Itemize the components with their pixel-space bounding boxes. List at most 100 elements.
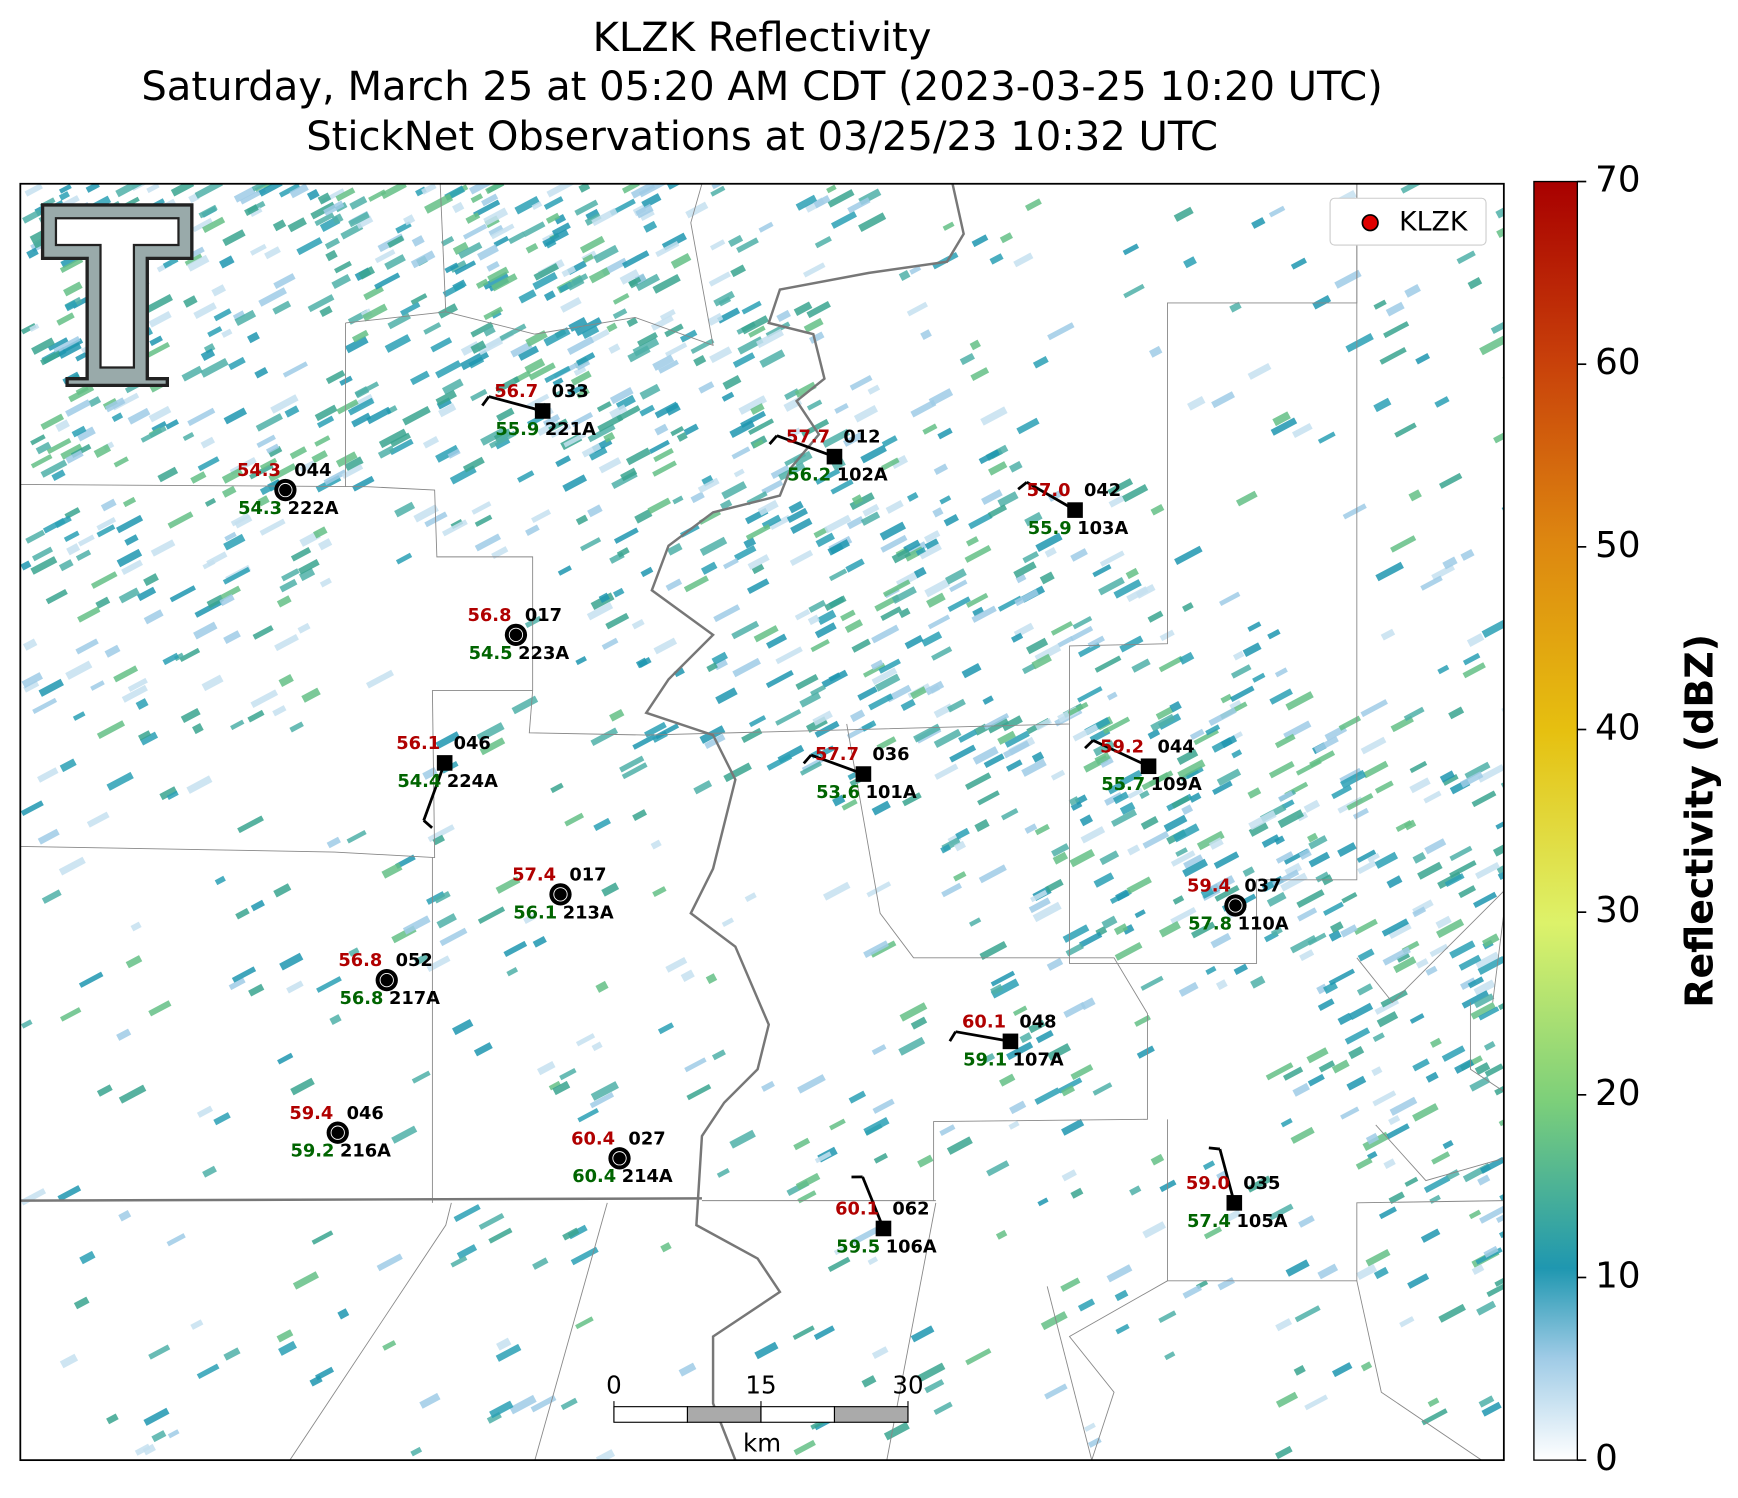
- echo: [1229, 699, 1243, 711]
- echo: [1420, 575, 1443, 591]
- echo: [1296, 889, 1325, 909]
- echo: [812, 710, 833, 726]
- echo: [719, 499, 733, 510]
- echo: [470, 388, 488, 402]
- echo: [495, 376, 520, 393]
- temperature: 60.1: [962, 1011, 1006, 1032]
- echo: [273, 273, 296, 290]
- echo: [882, 579, 911, 598]
- echo: [1139, 790, 1150, 800]
- dewpoint: 59.2: [290, 1141, 334, 1162]
- echo: [1248, 810, 1277, 831]
- echo: [1070, 625, 1094, 642]
- echo: [202, 1165, 217, 1178]
- echo: [169, 585, 196, 603]
- echo: [1050, 769, 1066, 781]
- barb-flag: [422, 819, 434, 829]
- echo: [471, 501, 492, 515]
- echo: [250, 899, 265, 912]
- echo: [537, 1061, 556, 1076]
- echo: [940, 843, 952, 854]
- echo: [818, 745, 835, 758]
- echo: [202, 216, 226, 233]
- echo: [1372, 1032, 1385, 1043]
- echo: [867, 384, 881, 395]
- echo: [1158, 1310, 1177, 1324]
- echo: [1355, 1264, 1378, 1281]
- echo: [223, 533, 246, 551]
- echo: [1477, 1174, 1491, 1186]
- echo: [946, 1136, 973, 1155]
- echo: [1386, 1123, 1410, 1140]
- echo: [40, 413, 65, 431]
- echo: [982, 1052, 996, 1064]
- echo: [1497, 865, 1504, 881]
- echo: [20, 800, 44, 817]
- station-number: 027: [628, 1128, 665, 1149]
- echo: [1466, 633, 1485, 647]
- wind-barb: [810, 753, 864, 776]
- echo: [931, 646, 953, 661]
- echo: [411, 1070, 431, 1084]
- station-marker: [608, 1147, 631, 1170]
- echo: [593, 244, 619, 264]
- echo: [660, 1242, 672, 1253]
- echo: [1496, 224, 1504, 239]
- echo: [193, 621, 218, 640]
- echo: [1185, 766, 1204, 780]
- echo: [1408, 489, 1422, 502]
- echo: [900, 698, 916, 712]
- echo: [548, 1080, 561, 1091]
- dewpoint: 55.9: [1028, 518, 1072, 539]
- echo: [21, 672, 44, 689]
- echo: [1390, 535, 1417, 553]
- echo: [1308, 835, 1328, 850]
- echo: [880, 534, 908, 553]
- echo: [374, 272, 401, 290]
- echo: [228, 356, 246, 371]
- echo: [1304, 1394, 1329, 1411]
- echo: [1292, 423, 1313, 439]
- wind-barb: [422, 762, 446, 821]
- echo: [1344, 1027, 1371, 1045]
- echo: [1068, 796, 1080, 806]
- station-number: 036: [872, 744, 909, 765]
- echo: [213, 308, 232, 322]
- echo: [581, 325, 600, 340]
- echo: [713, 604, 741, 623]
- echo: [113, 456, 129, 468]
- echo: [637, 657, 652, 668]
- echo: [1150, 504, 1165, 516]
- echo: [1431, 564, 1455, 581]
- echo: [577, 1108, 599, 1123]
- echo: [867, 1256, 879, 1266]
- echo: [268, 446, 283, 458]
- echo: [518, 345, 539, 361]
- echo: [1473, 979, 1496, 997]
- echo: [524, 615, 542, 628]
- echo: [268, 463, 297, 482]
- echo: [655, 241, 680, 258]
- echo: [574, 199, 599, 216]
- echo: [274, 634, 299, 652]
- echo: [637, 331, 658, 347]
- echo: [588, 446, 608, 461]
- echo: [278, 1340, 297, 1356]
- echo: [51, 469, 66, 481]
- echo: [1267, 629, 1281, 640]
- echo: [1367, 853, 1380, 863]
- echo: [988, 461, 1008, 476]
- echo: [815, 532, 835, 548]
- echo: [1014, 589, 1039, 607]
- echo: [410, 250, 436, 269]
- echo: [969, 339, 981, 351]
- echo: [857, 686, 878, 701]
- echo: [954, 840, 967, 852]
- echo: [66, 543, 81, 556]
- echo: [1317, 1263, 1339, 1280]
- echo: [1345, 333, 1374, 353]
- echo: [1360, 1361, 1373, 1372]
- echo: [264, 246, 281, 260]
- echo: [552, 377, 564, 387]
- echo: [1231, 749, 1243, 759]
